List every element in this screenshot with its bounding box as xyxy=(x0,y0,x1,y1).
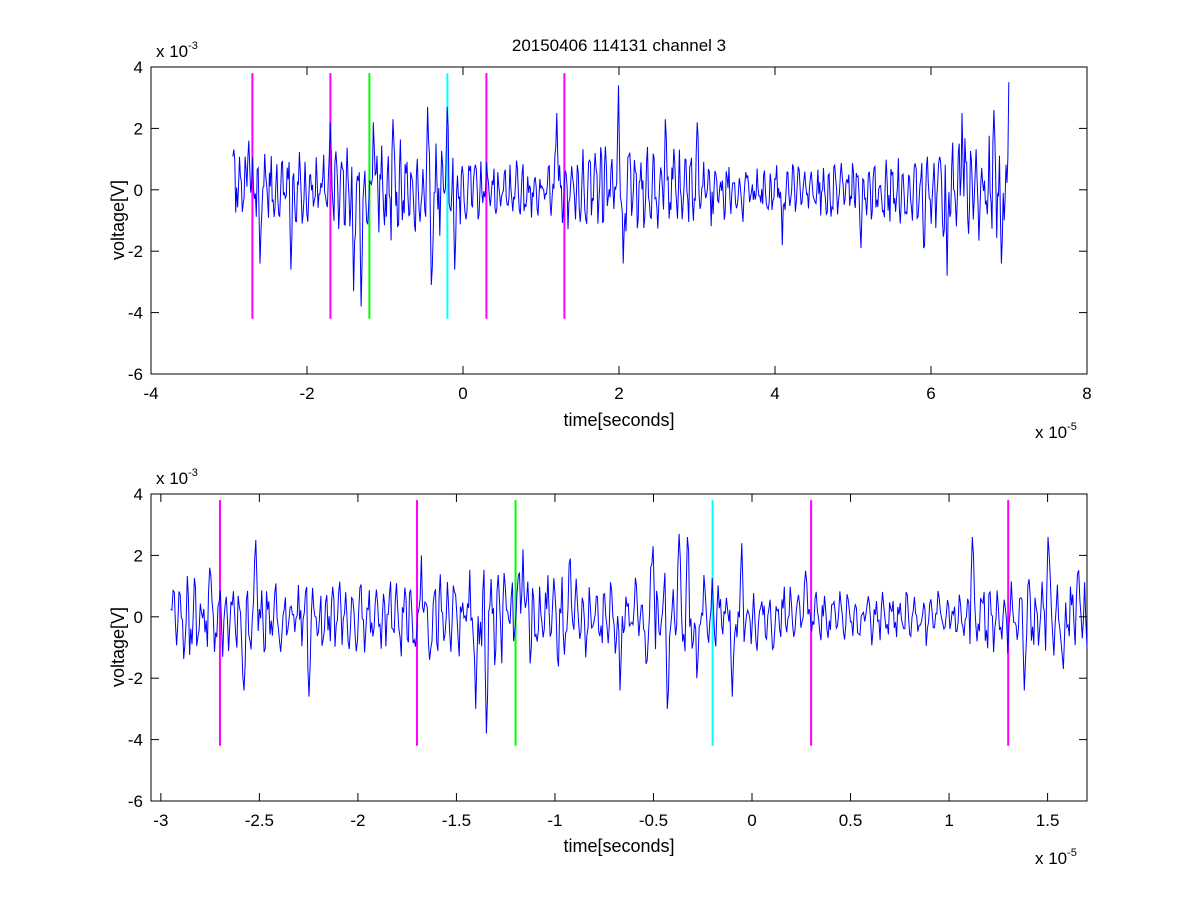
y-tick-label: 2 xyxy=(134,546,143,565)
y-tick-label: 4 xyxy=(134,485,143,504)
bottom-subplot: -3 -2.5 -2 -1.5 -1 -0.5 0 0.5 1 1.5 -6 -4 -2 0 2 4 time… xyxy=(108,467,1088,868)
y-tick-label: -4 xyxy=(128,304,143,323)
top-y-axis-label: voltage[V] xyxy=(108,180,128,260)
x-tick-label: -0.5 xyxy=(639,811,668,830)
top-signal-series xyxy=(232,82,1010,307)
x-tick-label: -2 xyxy=(299,384,314,403)
x-tick-label: -1 xyxy=(547,811,562,830)
y-tick-label: 0 xyxy=(134,181,143,200)
y-tick-label: 0 xyxy=(134,608,143,627)
x-tick-label: 0 xyxy=(458,384,467,403)
x-tick-label: 4 xyxy=(770,384,779,403)
y-tick-label: -2 xyxy=(128,669,143,688)
bottom-signal-series xyxy=(170,533,1088,734)
figure-title: 20150406 114131 channel 3 xyxy=(512,36,726,55)
signal-line xyxy=(170,533,1088,734)
bottom-x-multiplier: x 10-5 xyxy=(1035,847,1077,868)
x-tick-label: 1 xyxy=(944,811,953,830)
x-tick-label: -2.5 xyxy=(245,811,274,830)
x-tick-label: -1.5 xyxy=(442,811,471,830)
y-tick-label: -6 xyxy=(128,792,143,811)
bottom-y-axis-label: voltage[V] xyxy=(108,607,128,687)
y-tick-label: -4 xyxy=(128,731,143,750)
x-tick-label: 2 xyxy=(614,384,623,403)
top-x-multiplier: x 10-5 xyxy=(1035,421,1077,442)
top-y-multiplier: x 10-3 xyxy=(156,40,198,61)
x-tick-label: 6 xyxy=(926,384,935,403)
x-tick-label: 8 xyxy=(1082,384,1091,403)
bottom-y-multiplier: x 10-3 xyxy=(156,467,198,488)
y-tick-label: 2 xyxy=(134,119,143,138)
y-tick-label: -6 xyxy=(128,365,143,384)
x-tick-label: -3 xyxy=(153,811,168,830)
x-tick-label: 1.5 xyxy=(1036,811,1060,830)
y-tick-label: 4 xyxy=(134,58,143,77)
x-tick-label: -4 xyxy=(143,384,158,403)
x-tick-label: 0 xyxy=(747,811,756,830)
bottom-x-axis-label: time[seconds] xyxy=(563,836,674,856)
signal-line xyxy=(232,82,1010,307)
x-tick-label: 0.5 xyxy=(839,811,863,830)
bottom-axis-ticks: -3 -2.5 -2 -1.5 -1 -0.5 0 0.5 1 1.5 -6 -4 -2 0 2 4 xyxy=(128,485,1087,830)
top-x-axis-label: time[seconds] xyxy=(563,410,674,430)
y-tick-label: -2 xyxy=(128,242,143,261)
x-tick-label: -2 xyxy=(350,811,365,830)
